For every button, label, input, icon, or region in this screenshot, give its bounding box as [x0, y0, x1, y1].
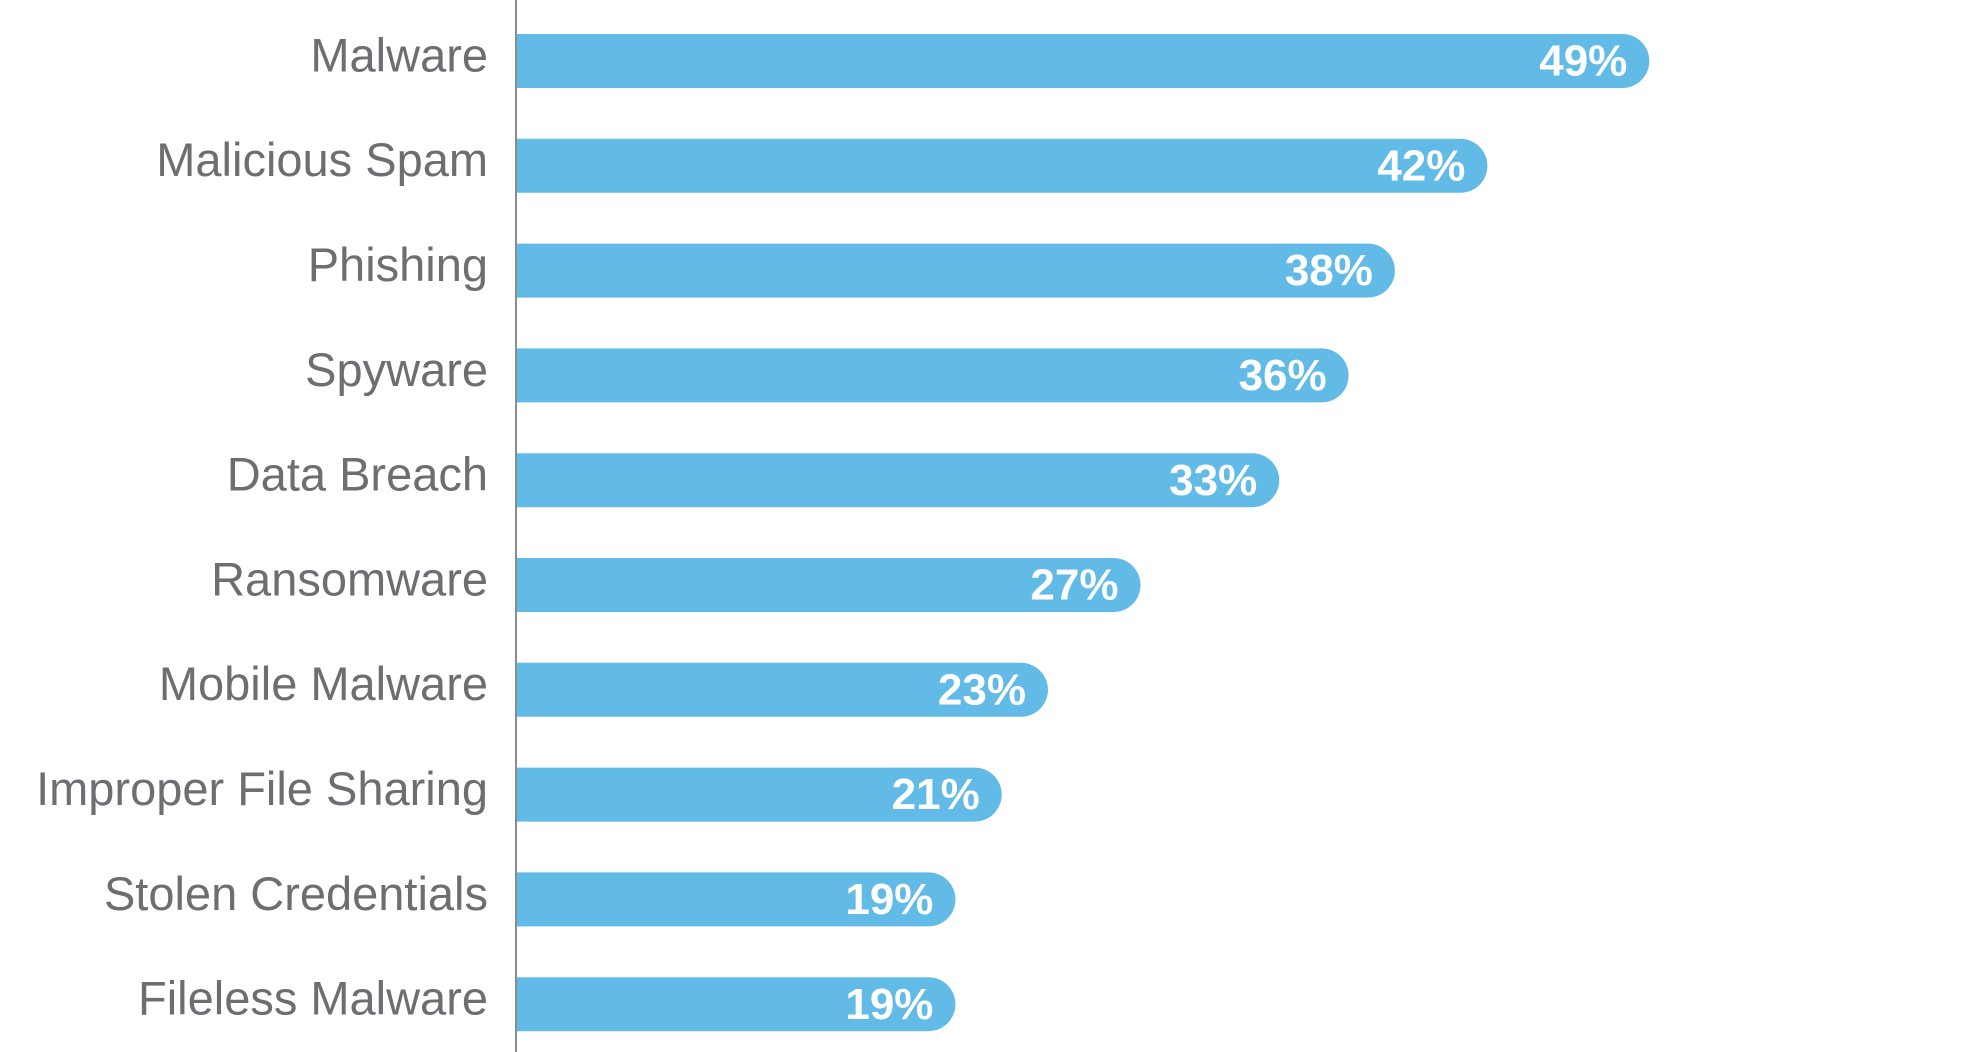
category-label: Ransomware	[211, 552, 488, 605]
value-label: 33%	[1169, 456, 1257, 505]
bar-stolen-credentials	[516, 872, 956, 927]
value-label: 23%	[938, 665, 1026, 714]
category-label: Data Breach	[227, 448, 488, 501]
category-label: Improper File Sharing	[36, 762, 488, 815]
category-label: Malware	[310, 28, 488, 81]
category-label: Fileless Malware	[138, 972, 488, 1025]
bar-ransomware	[516, 558, 1141, 612]
bar-phishing	[516, 243, 1395, 298]
category-label: Stolen Credentials	[104, 867, 488, 920]
value-label: 19%	[845, 875, 933, 924]
bar-data-breach	[516, 453, 1280, 508]
bar-improper-file-sharing	[516, 767, 1002, 822]
value-label: 49%	[1539, 37, 1627, 86]
value-labels-group: 49% 42% 38% 36% 33% 27% 23% 21% 19% 19%	[845, 37, 1627, 1029]
value-label: 36%	[1239, 351, 1327, 400]
category-label: Malicious Spam	[156, 133, 488, 186]
value-label: 21%	[892, 770, 980, 819]
bar-malware	[516, 34, 1650, 88]
value-label: 27%	[1030, 561, 1118, 610]
category-labels-group: Malware Malicious Spam Phishing Spyware Data…	[36, 28, 488, 1024]
category-label: Phishing	[308, 238, 488, 291]
bar-spyware	[516, 348, 1349, 403]
value-label: 19%	[845, 980, 933, 1029]
category-label: Mobile Malware	[159, 657, 488, 710]
value-label: 42%	[1377, 141, 1465, 190]
value-label: 38%	[1285, 246, 1373, 295]
bar-malicious-spam	[516, 138, 1488, 193]
bars-group	[516, 34, 1650, 1032]
category-label: Spyware	[305, 343, 488, 396]
bar-fileless-malware	[516, 977, 956, 1032]
bar-mobile-malware	[516, 662, 1048, 717]
